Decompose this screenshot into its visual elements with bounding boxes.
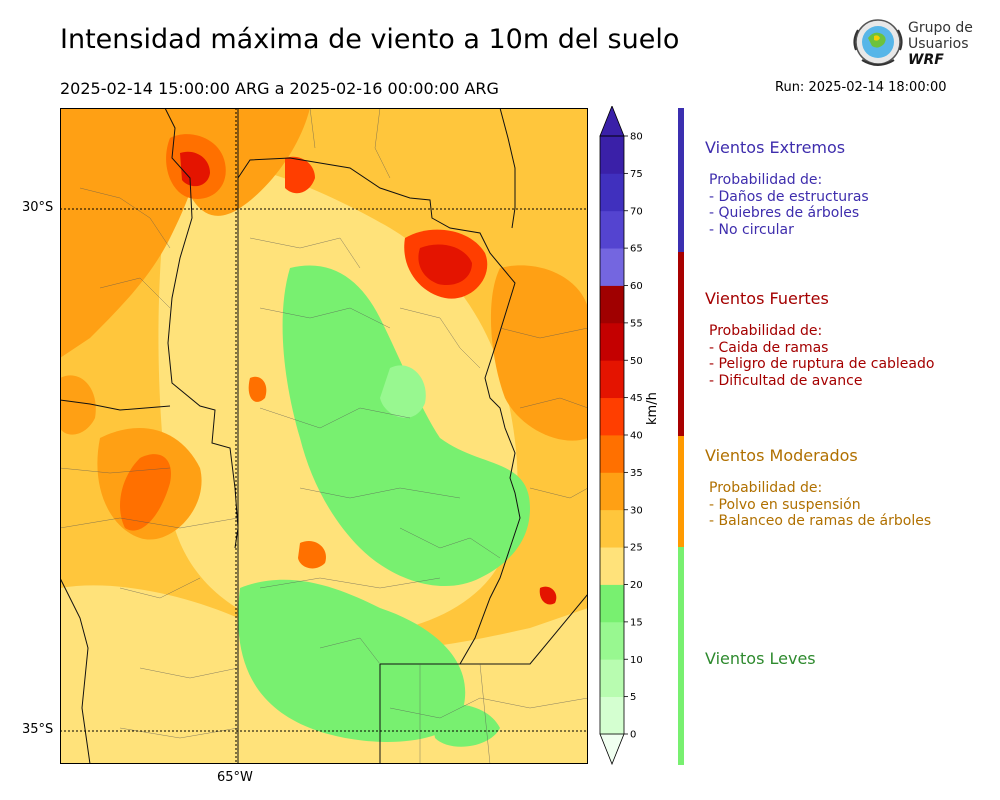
colorbar-tick-label: 30: [630, 505, 643, 516]
graticule: [60, 108, 588, 764]
colorbar-tick-label: 55: [630, 318, 643, 329]
colorbar: 0 5 10 15 20 25 30 35 40 45 50 55 60 65 70 75 80: [599, 106, 643, 766]
map-title: Intensidad máxima de viento a 10m del su…: [60, 24, 680, 55]
zone-red-se: [539, 586, 557, 605]
colorbar-segment: [600, 547, 624, 585]
colorbar-tick-label: 60: [630, 281, 643, 292]
colorbar-segment: [600, 322, 624, 361]
colorbar-tick-label: 65: [630, 244, 643, 255]
colorbar-segment: [600, 285, 624, 324]
globe-logo-icon: [853, 19, 903, 66]
colorbar-segment: [600, 360, 624, 399]
colorbar-segment: [600, 248, 624, 286]
zone-green-se: [430, 704, 500, 747]
colorbar-tick-label: 25: [630, 543, 643, 554]
colorbar-segment: [600, 136, 624, 174]
colorbar-tick-label: 5: [630, 692, 636, 703]
colorbar-segment: [600, 210, 624, 249]
colorbar-segment: [600, 696, 624, 735]
colorbar-tick-label: 0: [630, 730, 636, 741]
colorbar-tick-label: 45: [630, 393, 643, 404]
colorbar-segments: [599, 106, 625, 766]
colorbar-tick-label: 15: [630, 617, 643, 628]
colorbar-segment: [600, 659, 624, 698]
run-time: Run: 2025-02-14 18:00:00: [775, 80, 947, 95]
colorbar-tick-label: 50: [630, 356, 643, 367]
band-moderados: [678, 436, 684, 547]
zone-orange-e: [490, 265, 588, 441]
zone-red-ne-core: [418, 244, 472, 286]
category-desc-extremos: Probabilidad de: - Daños de estructuras …: [709, 172, 869, 238]
colorbar-tick-label: 10: [630, 655, 643, 666]
map-frame: [60, 108, 588, 764]
lat-label-30s: 30°S: [22, 200, 54, 215]
zone-red-n2: [285, 156, 315, 194]
colorbar-tick-label: 40: [630, 431, 643, 442]
colorbar-segment: [600, 621, 624, 660]
colorbar-segment: [600, 435, 624, 473]
colorbar-ticks: 0 5 10 15 20 25 30 35 40 45 50 55 60 65 70 75 80: [624, 132, 643, 741]
colorbar-tick-label: 75: [630, 169, 643, 180]
colorbar-tick-label: 20: [630, 580, 643, 591]
zone-orange-w2: [60, 375, 96, 435]
colorbar-extend-low: [599, 733, 625, 766]
colorbar-tick-label: 80: [630, 132, 643, 143]
category-title-fuertes: Vientos Fuertes: [705, 289, 829, 308]
colorbar-segment: [600, 472, 624, 511]
colorbar-tick-label: 35: [630, 468, 643, 479]
band-extremos: [678, 108, 684, 252]
province-boundaries: [60, 108, 588, 764]
category-title-extremos: Vientos Extremos: [705, 138, 846, 157]
colorbar-extend-high: [599, 106, 625, 137]
zone-red-n: [180, 151, 210, 187]
wrf-logo: Grupo de Usuarios WRF: [848, 16, 978, 72]
logo-text-line2: Usuarios: [908, 36, 969, 52]
colorbar-tick-label: 70: [630, 206, 643, 217]
zone-green-central: [282, 265, 530, 587]
zone-red-orange-c2: [248, 376, 267, 402]
zone-red-orange-c: [298, 540, 326, 569]
logo-text-line1: Grupo de: [908, 20, 973, 36]
logo-text-line3: WRF: [908, 52, 944, 68]
category-desc-moderados: Probabilidad de: - Polvo en suspensión -…: [709, 480, 932, 529]
category-title-leves: Vientos Leves: [705, 649, 816, 668]
zone-green-south: [238, 579, 466, 742]
forecast-period: 2025-02-14 15:00:00 ARG a 2025-02-16 00:…: [60, 79, 499, 98]
colorbar-segment: [600, 397, 624, 436]
wind-map: [60, 108, 588, 764]
zone-orange-nw: [60, 108, 203, 358]
zone-red-orange-w: [120, 454, 171, 531]
lon-label-65w: 65°W: [217, 770, 253, 785]
zone-green-light: [380, 365, 426, 418]
colorbar-segment: [600, 509, 624, 548]
colorbar-unit: km/h: [645, 392, 660, 425]
colorbar-segment: [600, 173, 624, 212]
department-boundaries: [60, 108, 588, 764]
colorbar-segment: [600, 584, 624, 623]
category-title-moderados: Vientos Moderados: [705, 446, 858, 465]
category-desc-fuertes: Probabilidad de: - Caida de ramas - Peli…: [709, 323, 935, 389]
band-fuertes: [678, 252, 684, 436]
lat-label-35s: 35°S: [22, 722, 54, 737]
band-leves: [678, 547, 684, 765]
